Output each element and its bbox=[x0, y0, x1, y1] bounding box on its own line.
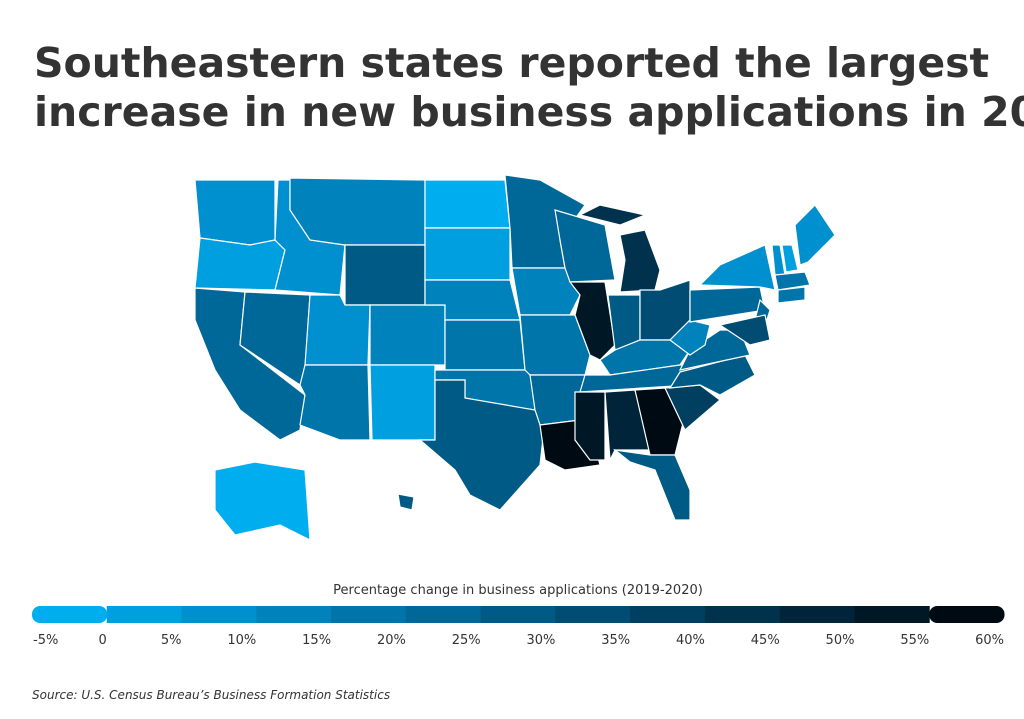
legend-tick-label: 55% bbox=[900, 633, 929, 648]
state bbox=[718, 314, 771, 346]
state bbox=[194, 179, 276, 246]
source: Source: U.S. Census Bureau’s Business Fo… bbox=[32, 688, 390, 702]
legend-tick-label: -5% bbox=[33, 633, 58, 648]
legend-tick-label: 60% bbox=[975, 633, 1004, 648]
legend-tick-label: 15% bbox=[302, 633, 331, 648]
legend-swatch bbox=[405, 606, 482, 623]
legend-tick-label: 30% bbox=[526, 633, 555, 648]
legend-swatch bbox=[779, 606, 855, 623]
state bbox=[619, 229, 661, 293]
legend-tick-label: 50% bbox=[826, 633, 855, 648]
legend-swatch bbox=[181, 606, 257, 623]
legend-swatch bbox=[480, 606, 556, 623]
state bbox=[781, 244, 799, 273]
state bbox=[304, 294, 371, 366]
state bbox=[424, 179, 511, 229]
state bbox=[511, 267, 581, 316]
legend-swatch bbox=[854, 606, 930, 623]
state bbox=[774, 271, 811, 291]
legend-swatch bbox=[929, 606, 1005, 623]
legend-tick-label: 35% bbox=[601, 633, 630, 648]
legend-swatch bbox=[630, 606, 706, 623]
state bbox=[194, 237, 286, 291]
legend-swatch bbox=[32, 606, 108, 623]
legend-swatch bbox=[106, 606, 183, 623]
state bbox=[369, 364, 436, 441]
legend-tick-label: 40% bbox=[676, 633, 705, 648]
state bbox=[214, 461, 311, 542]
state bbox=[289, 177, 426, 246]
legend-tick-label: 5% bbox=[161, 633, 182, 648]
title-line: increase in new business applications in… bbox=[34, 88, 1024, 136]
state bbox=[689, 286, 766, 323]
state bbox=[698, 244, 776, 291]
legend-swatch bbox=[331, 606, 407, 623]
state bbox=[397, 493, 415, 511]
map bbox=[194, 174, 836, 542]
state bbox=[794, 204, 836, 266]
state bbox=[444, 319, 526, 371]
state bbox=[777, 286, 806, 304]
state bbox=[369, 304, 446, 366]
state bbox=[669, 319, 711, 356]
legend-tick-label: 0 bbox=[98, 633, 106, 648]
legend-title: Percentage change in business applicatio… bbox=[333, 583, 703, 598]
legend-tick-label: 45% bbox=[751, 633, 780, 648]
state bbox=[568, 281, 616, 361]
state bbox=[418, 379, 546, 511]
state bbox=[424, 227, 511, 281]
state bbox=[574, 391, 606, 461]
legend-tick-label: 25% bbox=[452, 633, 481, 648]
legend-swatch bbox=[256, 606, 332, 623]
state bbox=[612, 449, 691, 521]
state bbox=[299, 364, 371, 441]
legend: -5% 0 5% 10% 15% 20% 25% 30% 35% 40% 45% 50% 55% 60% bbox=[32, 606, 1005, 648]
legend-swatch bbox=[555, 606, 631, 623]
legend-swatch bbox=[704, 606, 781, 623]
legend-tick-label: 20% bbox=[377, 633, 406, 648]
state bbox=[678, 329, 751, 371]
legend-tick-label: 10% bbox=[227, 633, 256, 648]
title-line: Southeastern states reported the largest bbox=[34, 39, 989, 87]
state bbox=[344, 244, 426, 306]
state bbox=[578, 204, 648, 226]
